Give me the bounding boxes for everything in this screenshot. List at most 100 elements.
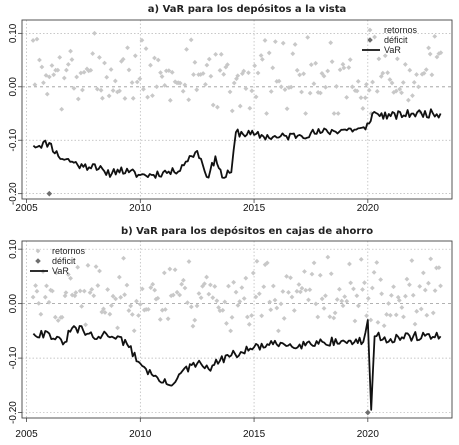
panel-0-retorno-point [313, 60, 319, 66]
panel-0-retorno-point [432, 33, 438, 39]
panel-0-deficit-point [46, 190, 53, 197]
panel-1-retorno-point [389, 292, 394, 298]
panel-1-retorno-point [212, 284, 218, 289]
panel-1-retorno-point [299, 285, 305, 291]
panel-1-retorno-point [126, 308, 132, 313]
panel-0-retorno-point [223, 64, 229, 70]
panel-0-retorno-point [423, 67, 429, 73]
panel-1-retorno-point [319, 296, 325, 302]
panel-0-retorno-point [394, 56, 400, 62]
panel-1-xtick-label: 2010 [129, 429, 152, 440]
panel-1-retorno-point [180, 277, 186, 283]
panel-1-retorno-point [105, 287, 111, 292]
panel-1-retorno-point [403, 293, 408, 299]
panel-1-retorno-point [224, 321, 229, 326]
panel-0-retorno-point [94, 86, 100, 92]
panel-1-retorno-point [182, 285, 188, 291]
panel-0-retorno-point [63, 67, 69, 73]
panel-1-retorno-point [396, 298, 402, 303]
panel-1-retorno-point [73, 290, 79, 295]
panel-1-retorno-point [436, 265, 442, 271]
panel-1-retorno-point [294, 288, 300, 294]
panel-1-retorno-point [162, 307, 168, 312]
panel-0-retorno-point [389, 80, 395, 86]
panel-1-legend-label: déficit [52, 256, 76, 266]
panel-0-retorno-point [364, 81, 369, 87]
panel-1-xtick-label: 2015 [243, 429, 266, 440]
panel-0-retorno-point [299, 89, 304, 95]
panel-1-retorno-point [38, 311, 44, 317]
panel-1-retorno-point [342, 294, 348, 300]
panel-1-ytick-label: -0.20 [8, 401, 19, 424]
panel-1-retorno-point [332, 310, 338, 316]
panel-1-retorno-point [115, 325, 120, 331]
panel-1-retorno-point [95, 283, 101, 288]
panel-1-retorno-point [347, 261, 352, 267]
panel-1-retorno-point [190, 323, 196, 329]
panel-0-retorno-point [44, 91, 50, 97]
panel-0-retorno-point [399, 90, 404, 96]
panel-0-retorno-point [37, 57, 42, 63]
panel-0-retorno-point [307, 90, 313, 96]
panel-1-retorno-point [378, 277, 384, 282]
panel-0-retorno-point [155, 57, 161, 63]
panel-0-retorno-point [112, 78, 118, 84]
panel-1-xtick-label: 2020 [357, 429, 380, 440]
panel-0-retorno-point [266, 50, 272, 56]
panel-0-retorno-point [344, 94, 350, 100]
panel-0-retorno-point [397, 86, 403, 92]
panel-1-retorno-point [48, 287, 54, 293]
panel-1-retorno-point [386, 301, 391, 306]
panel-1-retorno-point [155, 295, 161, 301]
panel-1-retorno-point [281, 316, 287, 321]
panel-1-retorno-point [340, 303, 346, 309]
panel-0-retorno-point [391, 89, 397, 95]
panel-1-retorno-point [307, 287, 313, 293]
panel-0-retorno-point [150, 93, 155, 99]
panel-1-retorno-point [356, 303, 361, 309]
panel-0-retorno-point [323, 84, 328, 90]
panel-1-retorno-point [387, 312, 393, 318]
panel-0-retorno-point [154, 84, 160, 90]
panel-1-retorno-point [134, 298, 139, 304]
panel-1-retorno-point [246, 321, 252, 327]
panel-0-retorno-point [215, 104, 220, 110]
panel-0-retorno-point [427, 51, 433, 57]
panel-0-ytick-label: -0.10 [8, 128, 19, 151]
panel-a: a) VaR para los depósitos a la vista 0.1… [8, 3, 453, 214]
panel-0-retorno-point [192, 59, 198, 65]
panel-0-retorno-point [362, 95, 368, 101]
panel-0-legend-label: déficit [384, 35, 408, 45]
panel-0-ytick-label: -0.20 [8, 182, 19, 205]
panel-1-retorno-point [254, 258, 260, 264]
panel-1-retorno-point [328, 271, 334, 277]
panel-0-retorno-point [241, 68, 247, 74]
panel-1-retorno-point [93, 264, 99, 270]
panel-0-retorno-point [429, 72, 435, 78]
panel-1-retorno-point [139, 286, 145, 292]
panel-0-retorno-point [382, 53, 388, 59]
panel-1-retorno-point [89, 286, 95, 292]
panel-1-retorno-point [321, 306, 327, 311]
panel-1-retorno-point [284, 273, 289, 279]
panel-0-ytick-label: 0.10 [8, 23, 19, 43]
panel-0-retorno-point [134, 79, 140, 85]
panel-1-retorno-point [264, 260, 270, 266]
panel-1-retorno-point [237, 299, 243, 304]
panel-0-retorno-point [239, 71, 245, 77]
panel-1-retorno-point [87, 290, 93, 296]
panel-1-retorno-point [393, 312, 399, 318]
panel-1-retorno-point [289, 294, 295, 300]
panel-1-retorno-point [107, 311, 113, 317]
panel-1-retorno-point [30, 294, 36, 300]
panel-0-retorno-point [59, 106, 65, 112]
panel-1-retorno-point [210, 295, 216, 301]
panel-0-retorno-point [294, 67, 300, 73]
panel-1-retorno-point [256, 291, 262, 297]
panel-1-retorno-point [121, 255, 126, 261]
panel-0-retorno-point [305, 35, 311, 40]
panel-1-retorno-point [325, 254, 331, 260]
panel-1-retorno-point [192, 317, 198, 323]
panel-1-retorno-point [291, 308, 297, 313]
